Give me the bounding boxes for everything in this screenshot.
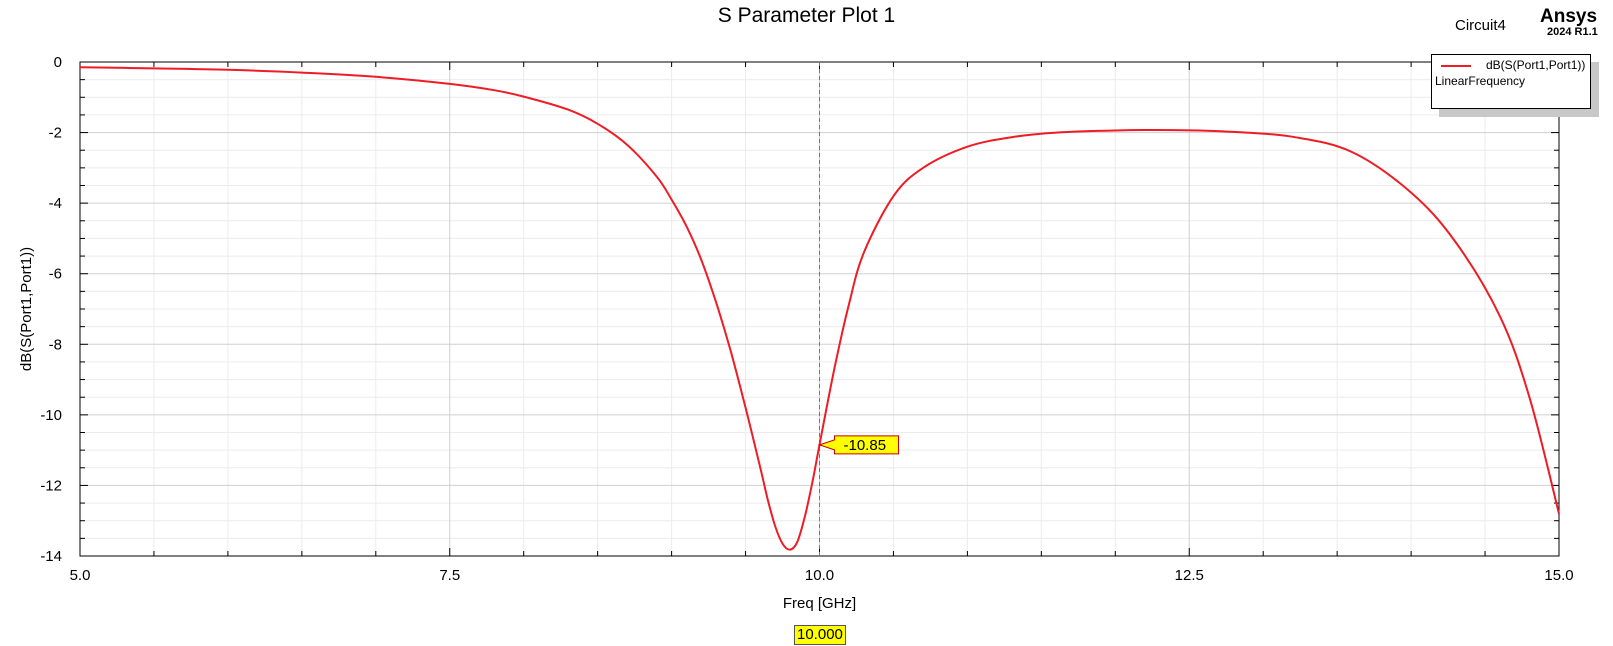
version-label: 2024 R1.1 bbox=[1547, 26, 1598, 38]
marker-value-label: -10.85 bbox=[844, 437, 887, 454]
y-tick-label: -14 bbox=[40, 548, 62, 565]
x-axis-label: Freq [GHz] bbox=[783, 595, 856, 612]
circuit-name: Circuit4 bbox=[1455, 17, 1506, 34]
y-tick-label: -8 bbox=[49, 336, 62, 353]
y-tick-label: 0 bbox=[54, 54, 62, 71]
legend-swatch bbox=[1441, 65, 1471, 67]
marker-callout[interactable]: -10.85 bbox=[817, 435, 899, 455]
marker-x-value[interactable]: 10.000 bbox=[794, 625, 846, 645]
y-tick-label: -12 bbox=[40, 477, 62, 494]
x-tick-label: 5.0 bbox=[70, 567, 91, 584]
x-tick-label: 12.5 bbox=[1175, 567, 1204, 584]
legend[interactable]: dB(S(Port1,Port1)) LinearFrequency bbox=[1431, 54, 1591, 109]
marker-flag bbox=[817, 435, 899, 455]
x-tick-label: 10.0 bbox=[805, 567, 834, 584]
y-tick-label: -2 bbox=[49, 125, 62, 142]
trace-s11[interactable] bbox=[79, 66, 1560, 551]
legend-sweep-name: LinearFrequency bbox=[1435, 74, 1526, 88]
y-tick-label: -10 bbox=[40, 407, 62, 424]
chart-title: S Parameter Plot 1 bbox=[717, 4, 896, 27]
y-axis-label: dB(S(Port1,Port1)) bbox=[18, 247, 35, 371]
y-tick-label: -6 bbox=[49, 266, 62, 283]
y-tick-label: -4 bbox=[49, 195, 62, 212]
legend-trace-name: dB(S(Port1,Port1)) bbox=[1486, 58, 1586, 72]
x-tick-label: 7.5 bbox=[439, 567, 460, 584]
x-tick-label: 15.0 bbox=[1544, 567, 1573, 584]
brand-logo: Ansys bbox=[1540, 6, 1598, 27]
